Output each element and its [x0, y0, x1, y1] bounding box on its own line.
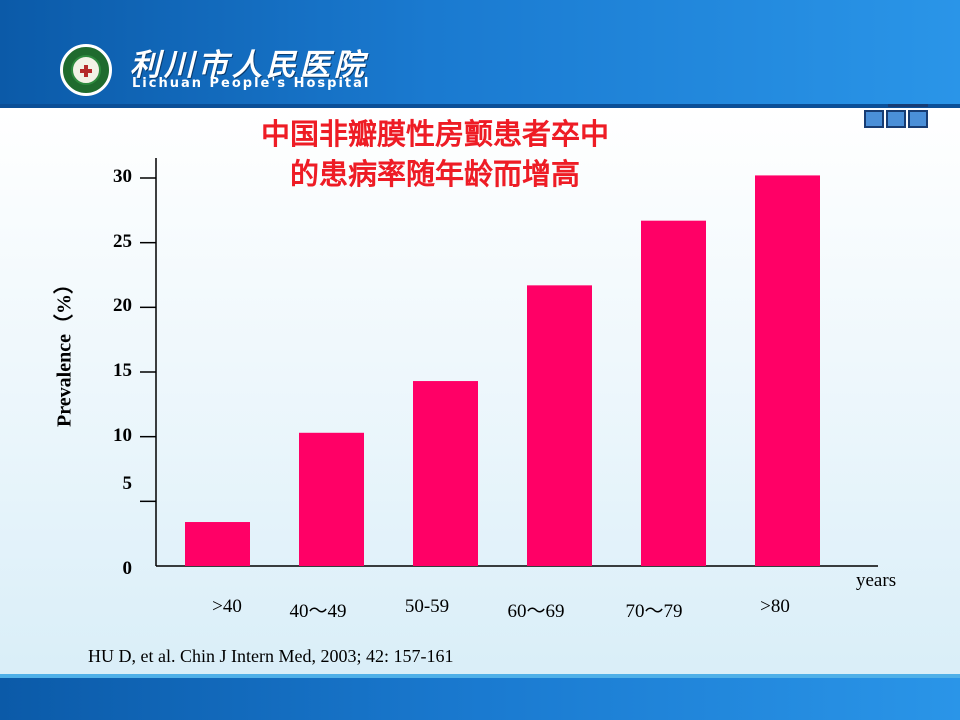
bar-2 [413, 381, 478, 566]
x-tick-label: >80 [760, 596, 790, 617]
bar-4 [641, 220, 706, 566]
y-tick-label: 5 [122, 473, 133, 495]
footer-bar [0, 678, 960, 720]
y-tick-label: 20 [113, 295, 132, 317]
header-bar [0, 0, 960, 104]
hospital-name-cn: 利川市人民医院 [130, 48, 368, 83]
citation-text: HU D, et al. Chin J Intern Med, 2003; 42… [88, 646, 454, 666]
slide-title: 中国非瓣膜性房颤患者卒中 的患病率随年龄而增高 [150, 114, 720, 194]
x-tick-label: 70～79 [625, 601, 683, 622]
x-tick-label: 40～49 [289, 601, 347, 622]
slide-nav-icon [864, 104, 930, 130]
y-tick-marks [140, 177, 156, 503]
bars-group [185, 175, 820, 566]
y-tick-label: 30 [113, 166, 132, 187]
bar-3 [527, 285, 592, 566]
slide-title-line1: 中国非瓣膜性房颤患者卒中 [260, 117, 609, 151]
footer-divider [0, 674, 960, 678]
bar-0 [185, 522, 250, 566]
y-tick-label: 25 [113, 230, 132, 252]
x-tick-label: 50-59 [404, 596, 450, 617]
bar-1 [299, 432, 364, 566]
y-tick-label: 0 [122, 558, 133, 579]
x-tick-label: >40 [212, 596, 242, 617]
hospital-emblem-icon [60, 44, 112, 96]
y-tick-label: 10 [113, 424, 132, 446]
x-tick-label: 60～69 [507, 601, 565, 622]
hospital-name-en: Lichuan People's Hospital [132, 76, 371, 91]
bar-5 [755, 175, 820, 566]
header-divider [0, 104, 960, 108]
x-axis-unit-label: years [856, 570, 897, 591]
slide-title-line2: 的患病率随年龄而增高 [289, 157, 580, 191]
y-axis-label: Prevalence（%） [53, 274, 76, 427]
y-tick-label: 15 [113, 360, 132, 381]
